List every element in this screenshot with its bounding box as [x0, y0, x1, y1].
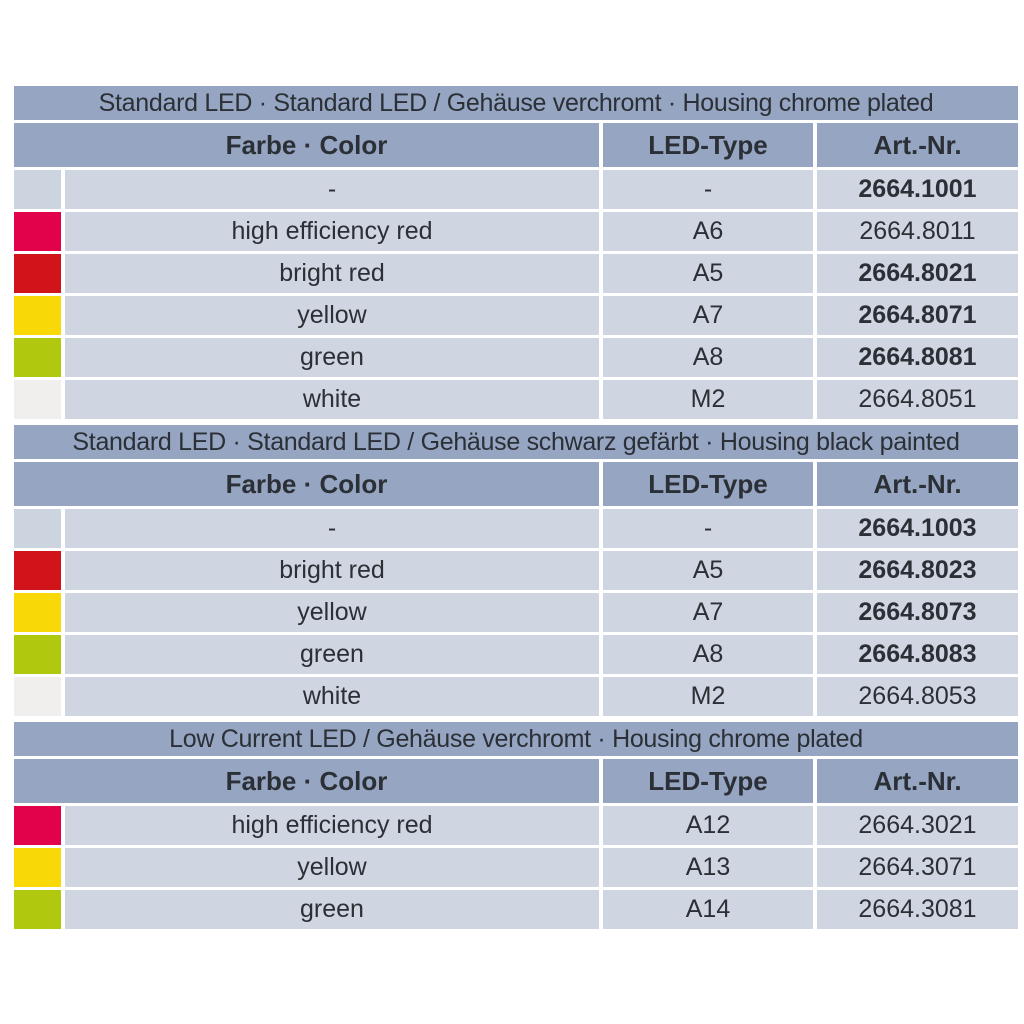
color-swatch — [14, 551, 61, 590]
table-row: - - 2664.1001 — [14, 170, 1018, 209]
table-row: green A8 2664.8081 — [14, 338, 1018, 377]
section-low-current-led-chrome: Low Current LED / Gehäuse verchromt · Ho… — [14, 722, 1018, 929]
color-swatch — [14, 380, 61, 419]
art-nr-cell: 2664.8011 — [817, 212, 1018, 251]
art-nr-cell: 2664.8051 — [817, 380, 1018, 419]
color-swatch — [14, 806, 61, 845]
color-swatch — [14, 635, 61, 674]
section-standard-led-chrome: Standard LED · Standard LED / Gehäuse ve… — [14, 86, 1018, 419]
table-row: green A8 2664.8083 — [14, 635, 1018, 674]
header-row: Farbe · Color LED-Type Art.-Nr. — [14, 759, 1018, 803]
color-name-cell: high efficiency red — [65, 806, 599, 845]
led-type-cell: M2 — [603, 677, 813, 716]
section-standard-led-black: Standard LED · Standard LED / Gehäuse sc… — [14, 425, 1018, 716]
color-name-cell: green — [65, 338, 599, 377]
led-type-cell: A13 — [603, 848, 813, 887]
art-nr-cell: 2664.3071 — [817, 848, 1018, 887]
art-nr-cell: 2664.8083 — [817, 635, 1018, 674]
color-swatch — [14, 848, 61, 887]
led-type-cell: A8 — [603, 338, 813, 377]
header-farbe-color: Farbe · Color — [14, 462, 599, 506]
art-nr-cell: 2664.8053 — [817, 677, 1018, 716]
led-type-cell: A7 — [603, 593, 813, 632]
art-nr-cell: 2664.3081 — [817, 890, 1018, 929]
art-nr-cell: 2664.8071 — [817, 296, 1018, 335]
header-farbe-color: Farbe · Color — [14, 123, 599, 167]
table-row: yellow A13 2664.3071 — [14, 848, 1018, 887]
color-swatch — [14, 254, 61, 293]
color-swatch — [14, 593, 61, 632]
color-swatch — [14, 338, 61, 377]
led-type-cell: A14 — [603, 890, 813, 929]
art-nr-cell: 2664.1003 — [817, 509, 1018, 548]
table-row: white M2 2664.8051 — [14, 380, 1018, 419]
led-type-cell: A6 — [603, 212, 813, 251]
color-name-cell: white — [65, 677, 599, 716]
art-nr-cell: 2664.8081 — [817, 338, 1018, 377]
led-type-cell: A5 — [603, 551, 813, 590]
color-name-cell: high efficiency red — [65, 212, 599, 251]
header-led-type: LED-Type — [603, 759, 813, 803]
header-art-nr: Art.-Nr. — [817, 462, 1018, 506]
table-row: - - 2664.1003 — [14, 509, 1018, 548]
art-nr-cell: 2664.3021 — [817, 806, 1018, 845]
section-title: Standard LED · Standard LED / Gehäuse ve… — [14, 86, 1018, 120]
led-type-cell: - — [603, 170, 813, 209]
header-farbe-color: Farbe · Color — [14, 759, 599, 803]
header-row: Farbe · Color LED-Type Art.-Nr. — [14, 123, 1018, 167]
art-nr-cell: 2664.8073 — [817, 593, 1018, 632]
table-row: white M2 2664.8053 — [14, 677, 1018, 716]
table-row: yellow A7 2664.8073 — [14, 593, 1018, 632]
art-nr-cell: 2664.8023 — [817, 551, 1018, 590]
led-type-cell: A12 — [603, 806, 813, 845]
header-led-type: LED-Type — [603, 462, 813, 506]
header-row: Farbe · Color LED-Type Art.-Nr. — [14, 462, 1018, 506]
color-name-cell: - — [65, 509, 599, 548]
art-nr-cell: 2664.8021 — [817, 254, 1018, 293]
table-row: bright red A5 2664.8021 — [14, 254, 1018, 293]
color-name-cell: yellow — [65, 848, 599, 887]
table-row: yellow A7 2664.8071 — [14, 296, 1018, 335]
color-swatch — [14, 296, 61, 335]
color-swatch — [14, 509, 61, 548]
header-art-nr: Art.-Nr. — [817, 759, 1018, 803]
color-name-cell: yellow — [65, 593, 599, 632]
color-name-cell: green — [65, 635, 599, 674]
table-row: high efficiency red A12 2664.3021 — [14, 806, 1018, 845]
led-type-cell: A8 — [603, 635, 813, 674]
color-swatch — [14, 212, 61, 251]
color-name-cell: bright red — [65, 254, 599, 293]
color-swatch — [14, 170, 61, 209]
color-name-cell: - — [65, 170, 599, 209]
led-type-cell: A5 — [603, 254, 813, 293]
catalog-table: Standard LED · Standard LED / Gehäuse ve… — [14, 86, 1018, 929]
led-type-cell: A7 — [603, 296, 813, 335]
color-name-cell: bright red — [65, 551, 599, 590]
color-swatch — [14, 677, 61, 716]
led-type-cell: - — [603, 509, 813, 548]
section-title: Low Current LED / Gehäuse verchromt · Ho… — [14, 722, 1018, 756]
color-name-cell: white — [65, 380, 599, 419]
led-type-cell: M2 — [603, 380, 813, 419]
section-title: Standard LED · Standard LED / Gehäuse sc… — [14, 425, 1018, 459]
color-name-cell: yellow — [65, 296, 599, 335]
table-row: green A14 2664.3081 — [14, 890, 1018, 929]
header-led-type: LED-Type — [603, 123, 813, 167]
color-swatch — [14, 890, 61, 929]
art-nr-cell: 2664.1001 — [817, 170, 1018, 209]
header-art-nr: Art.-Nr. — [817, 123, 1018, 167]
table-row: high efficiency red A6 2664.8011 — [14, 212, 1018, 251]
color-name-cell: green — [65, 890, 599, 929]
table-row: bright red A5 2664.8023 — [14, 551, 1018, 590]
